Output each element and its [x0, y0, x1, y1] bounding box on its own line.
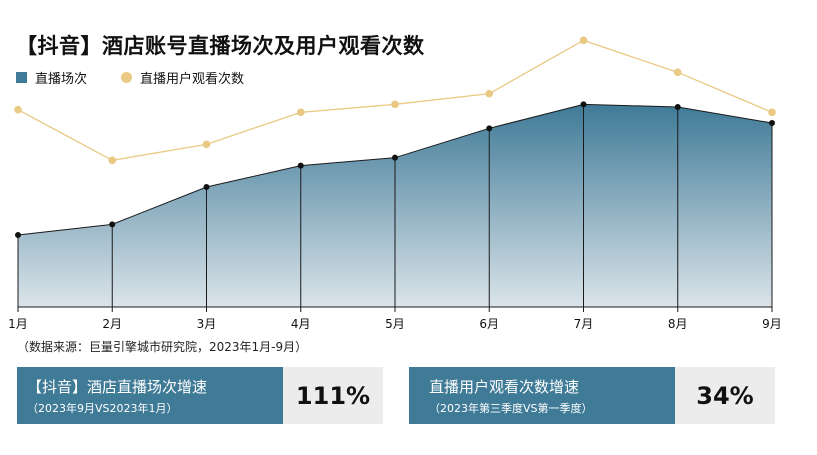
- legend: 直播场次 直播用户观看次数: [16, 68, 278, 87]
- area-point: [486, 125, 493, 132]
- legend-label-line: 直播用户观看次数: [140, 72, 245, 87]
- stat-card-label-box: 直播用户观看次数增速 （2023年第三季度VS第一季度）: [409, 367, 675, 424]
- x-tick-label: 5月: [385, 317, 405, 331]
- x-tick-label: 8月: [668, 317, 688, 331]
- x-tick-label: 3月: [197, 317, 217, 331]
- stat-label: 【抖音】酒店直播场次增速: [27, 377, 208, 396]
- line-point: [768, 108, 776, 117]
- line-point: [14, 105, 22, 114]
- line-point: [391, 100, 399, 109]
- area-point: [297, 162, 304, 169]
- stat-card-views-growth: 直播用户观看次数增速 （2023年第三季度VS第一季度） 34%: [409, 367, 775, 424]
- legend-swatch-line: [121, 72, 133, 83]
- area-point: [203, 184, 210, 190]
- x-tick-label: 4月: [291, 317, 311, 331]
- area-point: [15, 232, 21, 238]
- line-point: [579, 36, 588, 45]
- x-tick-label: 7月: [574, 317, 594, 331]
- area-point: [674, 104, 681, 110]
- chart-title: 【抖音】酒店账号直播场次及用户观看次数: [16, 34, 425, 58]
- line-point: [485, 89, 494, 98]
- area-point: [392, 154, 398, 161]
- x-tick-label: 1月: [8, 317, 28, 331]
- line-point: [202, 140, 211, 149]
- stat-card-live-growth: 【抖音】酒店直播场次增速 （2023年9月VS2023年1月） 111%: [17, 367, 383, 424]
- stat-sub-label: （2023年第三季度VS第一季度）: [429, 401, 593, 415]
- line-point: [108, 156, 117, 165]
- data-source-note: （数据来源：巨量引擎城市研究院，2023年1月-9月）: [17, 340, 308, 354]
- stat-card-label-box: 【抖音】酒店直播场次增速 （2023年9月VS2023年1月）: [17, 367, 283, 424]
- area-point: [769, 120, 775, 126]
- legend-label-area: 直播场次: [35, 72, 88, 87]
- area-point: [109, 221, 116, 228]
- x-tick-label: 6月: [479, 317, 499, 331]
- stat-value: 34%: [675, 367, 775, 424]
- chart-plot: 1月 2月 3月 4月 5月 6月 7月 8月 9月: [8, 36, 782, 331]
- area-point: [580, 101, 587, 108]
- stat-label: 直播用户观看次数增速: [429, 377, 580, 396]
- line-point: [296, 108, 305, 117]
- stat-sub-label: （2023年9月VS2023年1月）: [27, 401, 178, 415]
- legend-swatch-area: [16, 72, 27, 83]
- stat-value: 111%: [283, 367, 383, 424]
- x-tick-label: 9月: [762, 317, 782, 331]
- legend-item-line: 直播用户观看次数: [121, 68, 244, 87]
- x-tick-label: 2月: [102, 317, 122, 331]
- legend-item-area: 直播场次: [16, 68, 87, 87]
- line-point: [673, 68, 682, 77]
